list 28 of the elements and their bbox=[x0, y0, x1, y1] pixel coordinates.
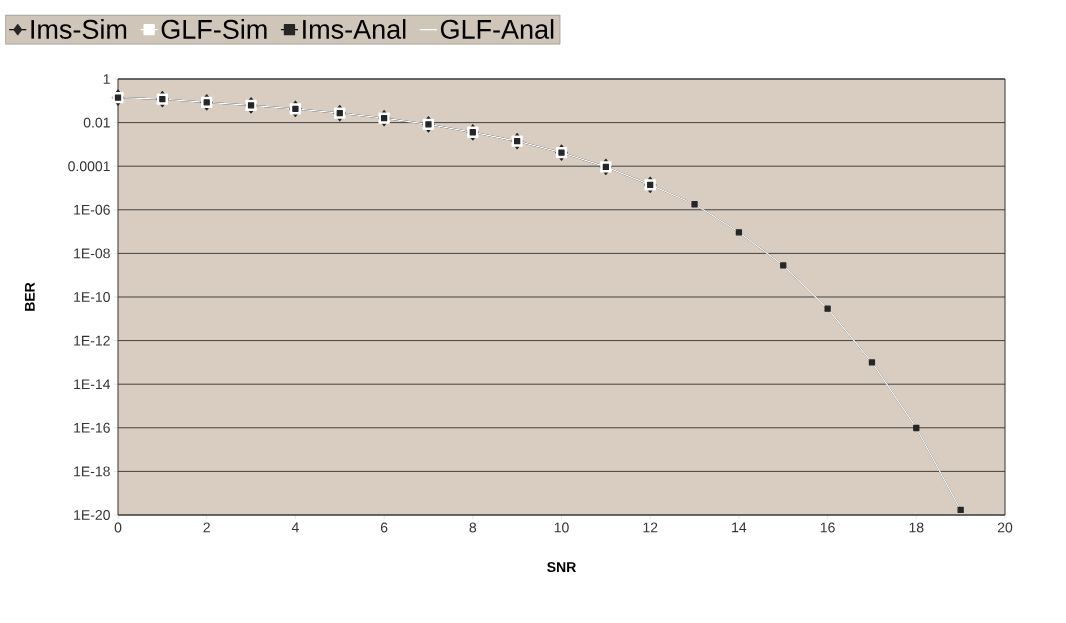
x-tick-label: 8 bbox=[469, 522, 477, 533]
legend-label: GLF-Sim bbox=[161, 19, 267, 39]
y-tick-label: 0.0001 bbox=[68, 161, 110, 172]
x-tick-label: 6 bbox=[380, 522, 388, 533]
x-tick-label: 14 bbox=[732, 522, 747, 533]
y-tick-label: 1E-08 bbox=[74, 248, 110, 259]
x-tick-label: 10 bbox=[554, 522, 569, 533]
x-tick-label: 0 bbox=[114, 522, 122, 533]
x-axis-title: SNR bbox=[547, 562, 576, 573]
y-tick-label: 0.01 bbox=[83, 117, 110, 128]
x-tick-label: 18 bbox=[909, 522, 924, 533]
y-tick-label: 1E-14 bbox=[74, 379, 111, 390]
legend-label: GLF-Anal bbox=[440, 19, 554, 39]
y-tick-label: 1E-18 bbox=[74, 466, 110, 477]
legend-label: Ims-Sim bbox=[31, 19, 127, 39]
x-tick-label: 4 bbox=[291, 522, 299, 533]
x-tick-label: 16 bbox=[820, 522, 835, 533]
y-tick-label: 1E-06 bbox=[74, 204, 110, 215]
y-axis-title: BER bbox=[25, 282, 35, 311]
x-tick-label: 12 bbox=[643, 522, 658, 533]
y-tick-label: 1E-20 bbox=[74, 510, 110, 520]
x-tick-label: 2 bbox=[203, 522, 210, 533]
y-tick-label: 1E-10 bbox=[74, 292, 110, 302]
legend-label: Ims-Anal bbox=[303, 19, 406, 39]
y-tick-label: 1 bbox=[103, 74, 110, 84]
x-tick-label: 20 bbox=[997, 522, 1013, 533]
y-tick-label: 1E-12 bbox=[74, 335, 110, 346]
y-tick-label: 1E-16 bbox=[74, 422, 110, 433]
